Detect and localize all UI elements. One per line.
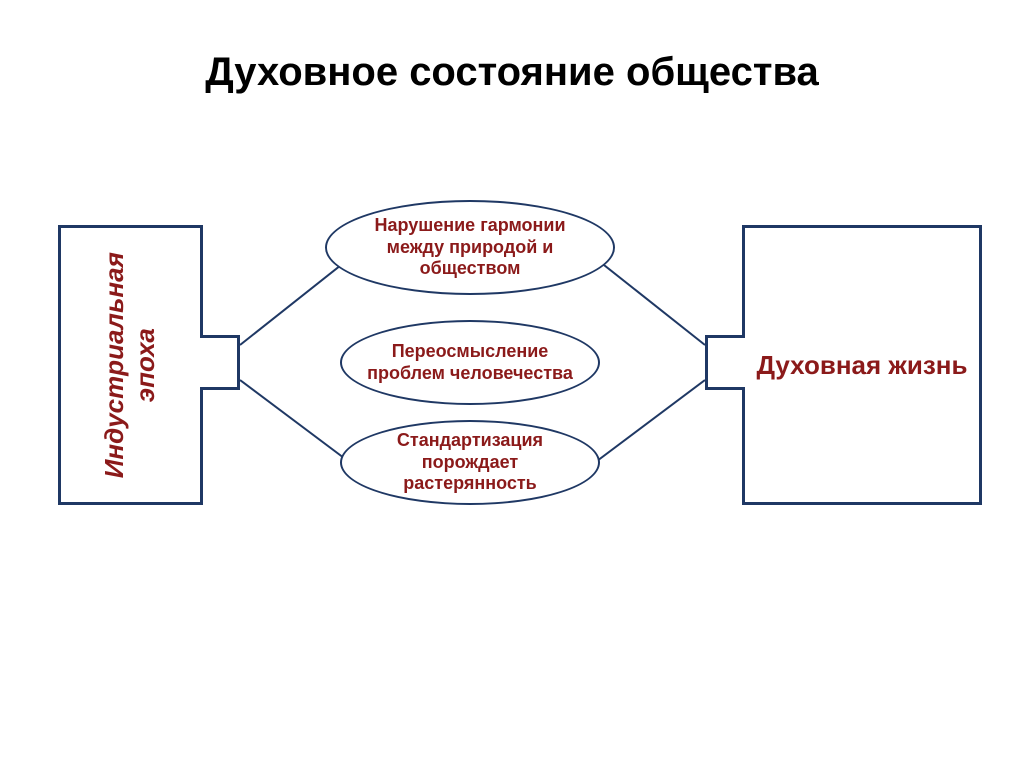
ellipse-text: Переосмысление проблем человечества — [362, 341, 578, 384]
ellipse-rethinking-problems: Переосмысление проблем человечества — [340, 320, 600, 405]
left-box-industrial-era: Индустриальнаяэпоха — [58, 225, 203, 505]
ellipse-standardization: Стандартизация порождает растерянность — [340, 420, 600, 505]
right-box-spiritual-life: Духовная жизнь — [742, 225, 982, 505]
right-box-label: Духовная жизнь — [757, 350, 968, 381]
ellipse-text: Стандартизация порождает растерянность — [362, 430, 578, 495]
left-box-notch — [200, 335, 240, 390]
diagram-title: Духовное состояние общества — [205, 50, 819, 95]
ellipse-harmony-violation: Нарушение гармонии между природой и обще… — [325, 200, 615, 295]
right-box-notch — [705, 335, 745, 390]
left-box-label: Индустриальнаяэпоха — [99, 252, 161, 478]
ellipse-text: Нарушение гармонии между природой и обще… — [347, 215, 593, 280]
